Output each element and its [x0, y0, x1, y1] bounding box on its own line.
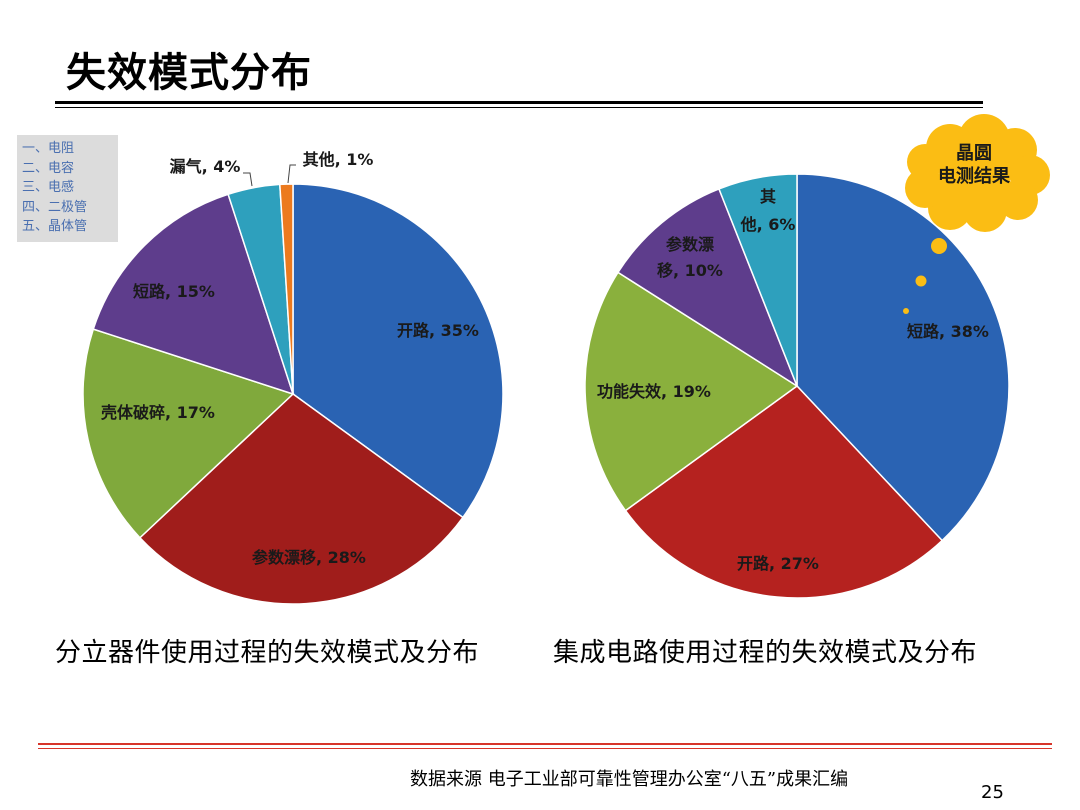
callout-line: 电测结果	[938, 166, 1010, 187]
list-item: 五、晶体管	[22, 219, 88, 234]
integrated-circuit-pie-chart: 短路, 38% 开路, 27% 功能失效, 19% 参数漂移, 10% 其他, 6%	[584, 173, 1010, 599]
pie-slice	[796, 173, 1010, 542]
list-item: 四、二极管	[22, 199, 88, 215]
slice-label: 功能失效, 19%	[597, 382, 711, 401]
slice-label: 其他, 1%	[303, 150, 374, 169]
pie-slice	[616, 187, 799, 388]
title-rule	[55, 101, 983, 104]
cloud-puff	[998, 180, 1038, 220]
pie-slice	[717, 173, 798, 387]
slice-label: 参数漂移, 10%	[657, 235, 723, 280]
page-number: 25	[981, 782, 1004, 803]
slice-label: 开路, 27%	[737, 554, 819, 573]
pie-slice	[279, 183, 294, 395]
component-type-list: 一、电阻 二、电容 三、电感 四、二极管 五、晶体管	[17, 135, 118, 242]
title-rule-thin	[55, 107, 983, 108]
cloud-callout	[905, 114, 1050, 232]
thought-bubble-dot	[931, 238, 947, 254]
pie-slice	[92, 193, 295, 396]
thought-bubble-dot	[903, 308, 909, 314]
list-item: 一、电阻	[22, 141, 75, 156]
right-chart-caption: 集成电路使用过程的失效模式及分布	[553, 638, 978, 668]
slice-label: 开路, 35%	[397, 321, 479, 340]
list-item: 二、电容	[22, 160, 75, 176]
slice-label: 其他, 6%	[740, 187, 796, 234]
slice-label: 参数漂移, 28%	[252, 548, 366, 567]
pie-slice	[292, 183, 504, 519]
leader-line	[287, 164, 296, 184]
slice-label: 短路, 15%	[133, 282, 215, 301]
cloud-puff	[939, 139, 1011, 211]
pie-slice	[82, 328, 295, 539]
pie-slice	[584, 271, 799, 512]
callout-line: 晶圆	[956, 143, 992, 164]
wafer-test-callout: 晶圆 电测结果	[918, 142, 1030, 188]
footer-rule	[38, 743, 1052, 745]
data-source: 数据来源 电子工业部可靠性管理办公室“八五”成果汇编	[410, 769, 849, 790]
leader-line	[243, 172, 253, 187]
slide-title: 失效模式分布	[66, 50, 312, 96]
discrete-device-pie-chart: 开路, 35% 参数漂移, 28% 壳体破碎, 17% 短路, 15% 漏气, 4% 其他…	[82, 150, 504, 605]
left-chart-caption: 分立器件使用过程的失效模式及分布	[55, 638, 480, 668]
cloud-puff	[905, 168, 945, 208]
slice-label: 漏气, 4%	[170, 157, 241, 176]
pie-slice	[138, 393, 464, 605]
slice-label: 短路, 38%	[907, 322, 989, 341]
pie-slice	[624, 385, 944, 599]
list-item: 三、电感	[22, 180, 75, 195]
thought-bubble-dot	[915, 275, 927, 287]
slice-label: 壳体破碎, 17%	[100, 403, 215, 422]
footer-rule-thin	[38, 748, 1052, 749]
cloud-puff	[907, 144, 943, 180]
